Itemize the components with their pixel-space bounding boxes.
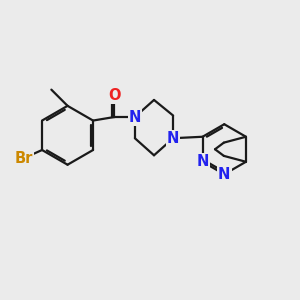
Text: O: O xyxy=(108,88,121,103)
Text: N: N xyxy=(129,110,141,124)
Text: N: N xyxy=(218,167,230,182)
Text: N: N xyxy=(196,154,209,169)
Text: Br: Br xyxy=(15,151,33,166)
Text: N: N xyxy=(167,131,179,146)
